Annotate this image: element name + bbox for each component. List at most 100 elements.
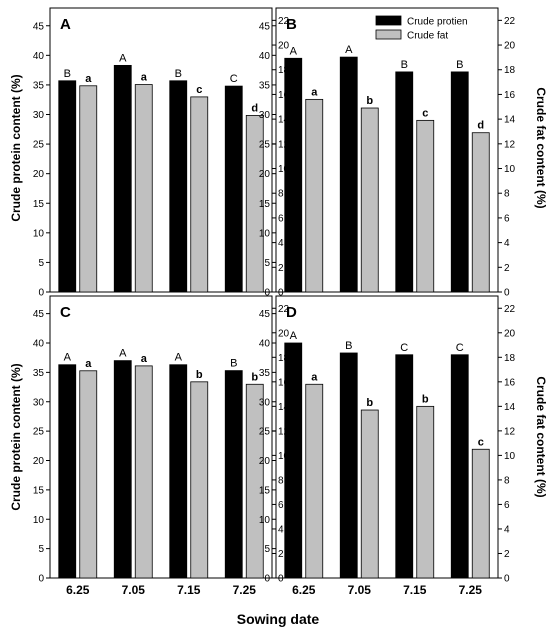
left-tick-label: 10 xyxy=(33,515,45,526)
x-tick-label: 7.25 xyxy=(459,583,483,597)
significance-letter: a xyxy=(141,72,148,84)
left-tick-label: 35 xyxy=(259,368,271,379)
left-tick-label: 10 xyxy=(33,228,45,239)
left-tick-label: 30 xyxy=(33,397,45,408)
right-tick-label: 4 xyxy=(504,524,510,535)
right-tick-label: 6 xyxy=(278,213,284,224)
bar-crude-fat xyxy=(134,365,153,579)
left-tick-label: 0 xyxy=(38,574,44,585)
significance-letter: C xyxy=(456,342,464,354)
significance-letter: B xyxy=(230,358,237,370)
right-axis-title-bottom: Crude fat content (%) xyxy=(534,376,548,497)
bar-crude-protein xyxy=(224,85,243,293)
legend-label: Crude fat xyxy=(407,31,448,42)
right-tick-label: 10 xyxy=(504,451,516,462)
bar-crude-protein xyxy=(450,354,469,579)
right-tick-label: 8 xyxy=(504,189,510,200)
left-tick-label: 15 xyxy=(259,485,271,496)
right-tick-label: 4 xyxy=(278,238,284,249)
significance-letter: c xyxy=(422,107,428,119)
left-tick-label: 15 xyxy=(33,199,45,210)
right-tick-label: 0 xyxy=(504,574,510,585)
left-tick-label: 45 xyxy=(259,21,271,32)
right-tick-label: 2 xyxy=(278,263,284,274)
bar-crude-protein xyxy=(395,354,414,579)
right-tick-label: 16 xyxy=(278,90,290,101)
right-tick-label: 22 xyxy=(504,304,516,315)
plot-frame xyxy=(49,295,273,579)
x-tick-label: 7.05 xyxy=(122,583,146,597)
right-tick-label: 20 xyxy=(278,41,290,52)
right-tick-label: 20 xyxy=(504,328,516,339)
left-tick-label: 15 xyxy=(259,199,271,210)
right-tick-label: 22 xyxy=(278,304,290,315)
bar-crude-protein xyxy=(113,64,132,293)
right-tick-label: 10 xyxy=(504,164,516,175)
left-tick-label: 20 xyxy=(33,169,45,180)
right-tick-label: 12 xyxy=(278,426,290,437)
bar-crude-fat xyxy=(190,381,209,579)
significance-letter: b xyxy=(422,393,429,405)
right-tick-label: 2 xyxy=(504,549,510,560)
plot-frame xyxy=(275,295,499,579)
x-tick-label: 7.15 xyxy=(403,583,427,597)
right-tick-label: 8 xyxy=(278,475,284,486)
significance-letter: A xyxy=(64,352,72,364)
significance-letter: A xyxy=(345,44,353,56)
left-tick-label: 40 xyxy=(259,51,271,62)
left-tick-label: 40 xyxy=(259,339,271,350)
bar-crude-protein xyxy=(339,56,358,293)
left-tick-label: 45 xyxy=(33,309,45,320)
significance-letter: B xyxy=(64,68,71,80)
legend: Crude protien Crude fat xyxy=(375,15,468,42)
right-tick-label: 0 xyxy=(278,288,284,299)
right-axis-title-top: Crude fat content (%) xyxy=(534,87,548,208)
left-tick-label: 5 xyxy=(264,258,270,269)
significance-letter: A xyxy=(119,52,127,64)
x-tick-label: 7.05 xyxy=(348,583,372,597)
significance-letter: A xyxy=(290,45,298,57)
panel-letter: A xyxy=(60,16,71,33)
bar-crude-protein xyxy=(58,364,77,579)
left-tick-label: 40 xyxy=(33,51,45,62)
panel-letter: C xyxy=(60,304,71,321)
left-tick-label: 25 xyxy=(33,140,45,151)
bar-crude-fat xyxy=(79,85,98,293)
right-tick-label: 10 xyxy=(278,451,290,462)
right-tick-label: 16 xyxy=(504,377,516,388)
significance-letter: a xyxy=(311,86,318,98)
right-tick-label: 12 xyxy=(278,139,290,150)
x-tick-label: 7.15 xyxy=(177,583,201,597)
right-tick-label: 16 xyxy=(504,90,516,101)
left-tick-label: 0 xyxy=(38,288,44,299)
bar-crude-protein xyxy=(450,71,469,293)
significance-letter: C xyxy=(230,73,238,85)
bar-crude-fat xyxy=(471,132,490,293)
right-tick-label: 18 xyxy=(504,353,516,364)
panel-d: 0510152025303540450246810121416182022Aa6… xyxy=(259,295,516,597)
bar-crude-fat xyxy=(416,119,435,293)
left-tick-label: 20 xyxy=(259,456,271,467)
significance-letter: A xyxy=(175,352,183,364)
right-tick-label: 0 xyxy=(504,288,510,299)
right-tick-label: 4 xyxy=(278,524,284,535)
bar-crude-protein xyxy=(395,71,414,293)
panel-letter: D xyxy=(286,304,297,321)
left-tick-label: 40 xyxy=(33,339,45,350)
left-tick-label: 30 xyxy=(33,110,45,121)
right-tick-label: 18 xyxy=(278,353,290,364)
significance-letter: c xyxy=(478,436,484,448)
left-tick-label: 5 xyxy=(38,544,44,555)
left-tick-label: 10 xyxy=(259,515,271,526)
right-tick-label: 14 xyxy=(504,402,516,413)
significance-letter: a xyxy=(311,371,318,383)
significance-letter: B xyxy=(401,59,408,71)
bar-crude-fat xyxy=(471,448,490,579)
bar-crude-protein xyxy=(284,342,303,579)
right-tick-label: 2 xyxy=(504,263,510,274)
left-tick-label: 30 xyxy=(259,397,271,408)
bar-crude-fat xyxy=(416,405,435,579)
right-tick-label: 16 xyxy=(278,377,290,388)
bar-crude-fat xyxy=(305,98,324,293)
panel-letter: B xyxy=(286,16,297,33)
